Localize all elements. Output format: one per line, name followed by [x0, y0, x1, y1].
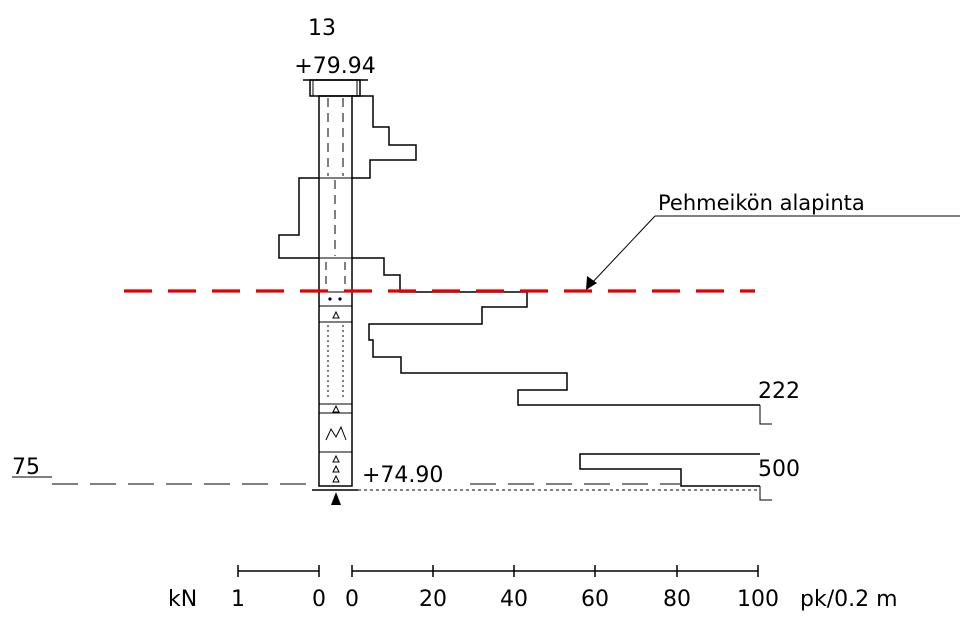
resistance-left-profile: [278, 177, 319, 259]
penetration-profile-bottom: [579, 453, 760, 487]
right-scale-unit: pk/0.2 m: [800, 587, 898, 612]
penetration-profile-right: [352, 95, 417, 179]
bottom-elevation: +74.90: [362, 463, 443, 488]
left-scale-unit: kN: [168, 587, 197, 612]
right-scale-tick-60: 60: [581, 587, 609, 612]
left-scale-tick-1: 1: [231, 587, 245, 612]
top-elevation: +79.94: [294, 54, 375, 79]
left-scale-tick-0: 0: [312, 587, 326, 612]
stop-value-2: 500: [758, 457, 800, 482]
stop-triangle-icon: [331, 492, 341, 505]
right-scale-tick-80: 80: [663, 587, 691, 612]
borehole-id: 13: [308, 16, 336, 41]
penetration-profile-middle: [352, 257, 760, 406]
right-scale-axis: [351, 565, 759, 577]
right-scale-tick-20: 20: [419, 587, 447, 612]
column-base: [312, 489, 358, 505]
level-label: 75: [12, 455, 40, 480]
column-cap: [303, 79, 368, 97]
right-scale-tick-100: 100: [737, 587, 779, 612]
annotation-arrow-icon: [586, 276, 597, 290]
left-scale-axis: [237, 565, 320, 577]
right-scale-tick-0: 0: [345, 587, 359, 612]
soft-layer-annotation: Pehmeikön alapinta: [658, 191, 865, 215]
right-scale-tick-40: 40: [500, 587, 528, 612]
stop-value-1: 222: [758, 379, 800, 404]
